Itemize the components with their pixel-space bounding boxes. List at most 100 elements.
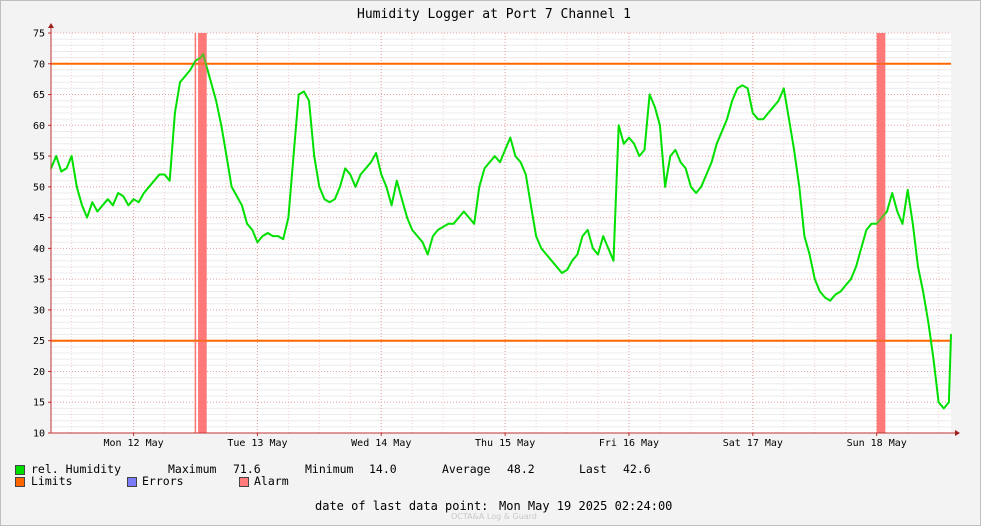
humidity-data-point — [401, 198, 403, 200]
humidity-data-point — [917, 266, 919, 268]
y-tick-label: 10 — [33, 429, 45, 440]
humidity-data-point — [535, 235, 537, 237]
humidity-data-point — [519, 161, 522, 164]
humidity-data-point — [710, 161, 713, 164]
humidity-data-point — [576, 253, 579, 256]
y-axis-arrow — [48, 23, 54, 28]
humidity-data-point — [143, 192, 145, 194]
humidity-data-point — [65, 167, 68, 170]
humidity-data-point — [690, 186, 692, 188]
alarm-period-band — [194, 33, 197, 433]
humidity-data-point — [597, 253, 599, 256]
alarm-period-band — [876, 33, 886, 433]
humidity-data-point — [179, 81, 181, 84]
humidity-data-point — [106, 198, 109, 200]
humidity-data-point — [834, 293, 837, 296]
humidity-data-point — [370, 161, 372, 164]
humidity-data-point — [349, 173, 352, 176]
humidity-data-point — [643, 149, 646, 151]
humidity-data-point — [266, 232, 269, 234]
y-tick-label: 60 — [33, 121, 45, 132]
humidity-data-point — [808, 253, 811, 256]
humidity-data-point — [194, 59, 197, 62]
humidity-data-point — [277, 235, 279, 237]
product-watermark: OCTA&A Log & Guard — [451, 512, 537, 521]
humidity-data-point — [127, 204, 130, 207]
humidity-data-point — [524, 173, 527, 176]
humidity-data-point — [86, 216, 88, 219]
humidity-data-point — [432, 235, 434, 237]
humidity-data-point — [664, 186, 666, 188]
humidity-data-point — [607, 247, 610, 250]
humidity-data-point — [478, 186, 481, 188]
humidity-data-point — [715, 142, 718, 145]
humidity-data-point — [148, 186, 150, 188]
humidity-data-point — [602, 235, 604, 237]
humidity-data-point — [530, 204, 532, 207]
humidity-data-point — [437, 229, 439, 231]
humidity-data-point — [757, 118, 759, 120]
humidity-data-point — [509, 136, 512, 139]
y-tick-label: 50 — [33, 182, 45, 193]
humidity-data-point — [736, 87, 739, 90]
humidity-data-point — [101, 204, 104, 207]
humidity-data-point — [746, 87, 749, 90]
humidity-data-point — [395, 179, 398, 182]
humidity-data-point — [561, 272, 563, 274]
humidity-data-point — [339, 186, 341, 188]
x-axis-arrow — [955, 430, 960, 436]
humidity-data-point — [220, 124, 223, 127]
humidity-data-point — [411, 229, 414, 231]
humidity-data-point — [76, 186, 78, 188]
humidity-data-point — [545, 253, 548, 256]
humidity-data-point — [261, 235, 264, 237]
humidity-data-point — [555, 266, 558, 268]
humidity-data-point — [617, 124, 620, 127]
humidity-data-point — [695, 192, 697, 194]
humidity-data-point — [174, 112, 176, 114]
humidity-data-point — [581, 235, 584, 237]
humidity-data-point — [230, 186, 233, 188]
humidity-data-point — [210, 81, 212, 84]
alarm-legend-swatch — [239, 477, 249, 487]
errors-legend-label: Errors — [142, 474, 184, 488]
x-tick-label: Sat 17 May — [723, 438, 783, 449]
humidity-data-point — [215, 99, 217, 102]
minimum-label: Minimum — [305, 462, 354, 476]
alarm-period-band — [198, 33, 207, 433]
humidity-data-point — [202, 53, 205, 55]
limits-legend-label: Limits — [31, 474, 73, 488]
humidity-data-point — [184, 75, 186, 77]
humidity-data-point — [91, 201, 94, 204]
humidity-data-point — [60, 170, 63, 173]
humidity-data-point — [303, 90, 305, 93]
plot-area: 10 15 20 25 30 35 40 45 50 55 60 65 70 75 Mon 12 May Tu… — [33, 23, 960, 449]
humidity-data-point — [473, 222, 475, 225]
humidity-data-point — [653, 106, 656, 108]
humidity-data-point — [896, 210, 899, 213]
humidity-data-point — [112, 204, 114, 207]
humidity-data-point — [819, 290, 821, 293]
humidity-data-point — [881, 216, 883, 219]
humidity-data-point — [684, 167, 687, 170]
humidity-data-point — [813, 278, 816, 280]
humidity-data-point — [282, 238, 285, 240]
humidity-data-point — [721, 130, 723, 133]
humidity-data-point — [891, 192, 893, 194]
humidity-data-point — [442, 226, 445, 228]
humidity-data-point — [762, 118, 764, 120]
humidity-data-point — [426, 253, 429, 256]
humidity-data-point — [488, 161, 491, 164]
humidity-data-point — [669, 155, 672, 157]
humidity-data-point — [886, 210, 888, 213]
humidity-data-point — [416, 235, 419, 237]
humidity-data-point — [752, 112, 754, 114]
humidity-data-point — [318, 186, 321, 188]
humidity-data-point — [447, 222, 450, 225]
last-value: 42.6 — [623, 462, 651, 476]
humidity-data-point — [132, 198, 135, 200]
humidity-data-point — [948, 401, 950, 404]
humidity-data-point — [803, 235, 806, 237]
last-data-point-label: date of last data point: — [315, 499, 489, 513]
humidity-data-point — [168, 179, 171, 182]
